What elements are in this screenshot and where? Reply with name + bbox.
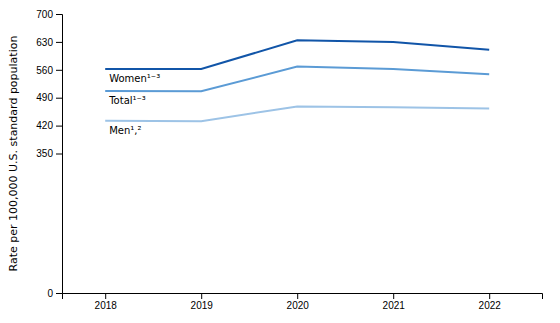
x-tick: 2019 <box>191 293 214 311</box>
x-tick: 2021 <box>383 293 406 311</box>
x-tick-label: 2020 <box>287 300 310 311</box>
x-tick-label: 2018 <box>95 300 118 311</box>
x-tick: 2018 <box>95 293 118 311</box>
y-axis: 0 350 420 490 560 630 700 <box>36 9 62 299</box>
y-tick-label: 490 <box>36 92 53 103</box>
x-axis-line <box>63 294 543 300</box>
series-label: Total¹⁻³ <box>108 95 146 106</box>
y-tick-label: 630 <box>36 37 53 48</box>
y-tick-label: 0 <box>47 288 53 299</box>
x-tick-label: 2021 <box>383 300 406 311</box>
x-tick-mark <box>105 293 106 299</box>
y-tick: 0 <box>47 288 62 299</box>
y-tick-label: 350 <box>36 148 53 159</box>
y-tick-mark <box>56 42 62 43</box>
x-tick: 2022 <box>479 293 502 311</box>
y-tick: 350 <box>36 148 62 159</box>
y-tick: 420 <box>36 120 62 131</box>
y-tick-mark <box>56 154 62 155</box>
y-tick-mark <box>56 293 62 294</box>
x-tick-label: 2022 <box>479 300 502 311</box>
y-tick: 490 <box>36 92 62 103</box>
x-axis: 2018 2019 2020 2021 2022 <box>63 293 543 311</box>
series-line <box>105 67 489 92</box>
y-tick: 560 <box>36 65 62 76</box>
series-labels: Women¹⁻³ Total¹⁻³ Men¹,² <box>108 73 160 136</box>
y-tick-label: 560 <box>36 65 53 76</box>
x-tick-mark <box>489 293 490 299</box>
series-group <box>105 40 489 121</box>
y-tick-label: 420 <box>36 120 53 131</box>
y-tick-label: 700 <box>36 9 53 20</box>
series-label: Men¹,² <box>109 125 141 136</box>
x-tick-mark <box>201 293 202 299</box>
y-tick-mark <box>56 70 62 71</box>
x-tick-mark <box>297 293 298 299</box>
y-tick-mark <box>56 98 62 99</box>
y-axis-line <box>56 15 63 294</box>
chart: 2018 2019 2020 2021 2022 0 350 420 490 560 630 700 W… <box>0 0 560 323</box>
y-tick: 700 <box>36 9 62 20</box>
series-line <box>105 40 489 69</box>
y-tick: 630 <box>36 37 62 48</box>
series-line <box>105 106 489 121</box>
x-tick: 2020 <box>287 293 310 311</box>
y-tick-mark <box>56 14 62 15</box>
y-axis-title: Rate per 100,000 U.S. standard populatio… <box>7 36 20 272</box>
x-tick-mark <box>393 293 394 299</box>
y-tick-mark <box>56 126 62 127</box>
series-label: Women¹⁻³ <box>109 73 160 84</box>
plot: 2018 2019 2020 2021 2022 0 350 420 490 560 630 700 W… <box>36 9 542 311</box>
x-tick-label: 2019 <box>191 300 214 311</box>
